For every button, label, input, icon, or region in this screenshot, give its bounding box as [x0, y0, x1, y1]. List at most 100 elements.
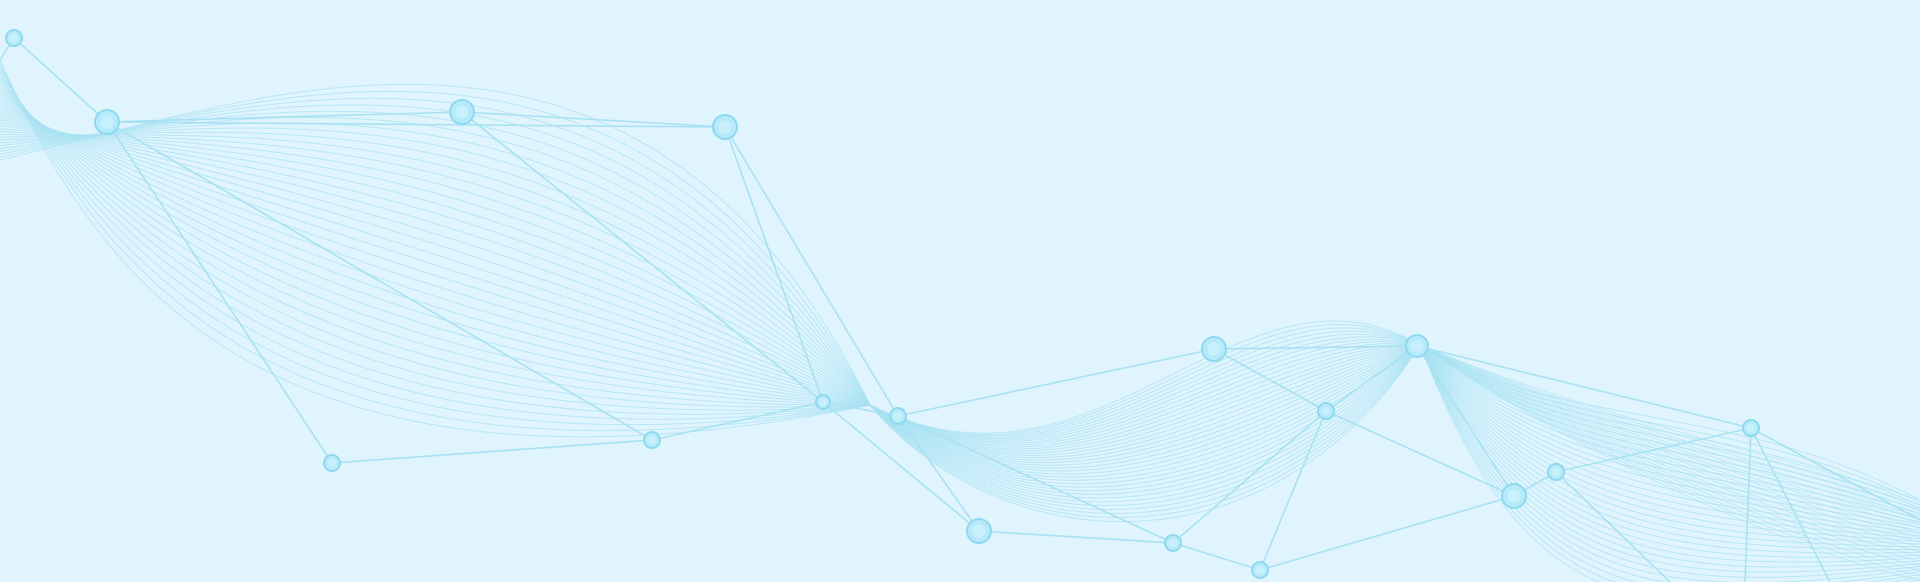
wave-line — [869, 344, 1421, 485]
wave-line — [0, 105, 871, 406]
network-node — [1501, 483, 1527, 509]
wave-line — [869, 320, 1421, 434]
wave-line — [1419, 344, 1920, 520]
wave-line — [0, 73, 871, 411]
wave-line — [1419, 344, 1920, 581]
network-node — [1317, 402, 1335, 420]
wave-line — [1419, 344, 1920, 554]
node-core — [1321, 406, 1331, 416]
network-node — [1405, 334, 1429, 358]
wave-line — [0, 68, 871, 420]
network-nodes — [5, 29, 1760, 579]
wave-line — [869, 344, 1421, 478]
network-link — [978, 530, 1174, 544]
network-node — [94, 109, 120, 135]
wave-line — [1419, 344, 1920, 501]
node-core — [100, 115, 114, 129]
wave-line — [869, 344, 1421, 495]
wave-line — [1419, 344, 1920, 537]
network-node — [889, 407, 907, 425]
wave-line — [1419, 344, 1920, 562]
wave-line — [869, 344, 1421, 514]
node-core — [9, 33, 19, 43]
wave-line — [869, 344, 1421, 499]
network-link — [1172, 410, 1327, 544]
network-link — [461, 111, 726, 128]
network-link — [1416, 345, 1752, 429]
wave-line — [0, 110, 871, 406]
wave-line — [869, 344, 1421, 523]
wave-line — [869, 333, 1421, 439]
wave-line — [1419, 344, 1920, 534]
wave-line — [869, 344, 1421, 492]
network-link — [724, 126, 824, 403]
network-link — [1555, 471, 1671, 582]
wave-line — [1419, 344, 1920, 525]
wave-line — [1419, 344, 1920, 510]
network-link — [331, 439, 653, 464]
wave-line — [1419, 344, 1920, 515]
wave-line — [869, 344, 1421, 469]
wave-line — [869, 344, 1421, 475]
wave-line — [1419, 344, 1920, 551]
wave-line — [1419, 344, 1920, 572]
wave-line — [869, 344, 1421, 472]
wave-line — [1419, 344, 1920, 567]
node-core — [1255, 565, 1265, 575]
network-node — [1164, 534, 1182, 552]
wave-line — [0, 82, 871, 406]
wave-line — [1419, 344, 1920, 512]
network-link — [1172, 542, 1261, 571]
wave-line — [869, 344, 1421, 481]
wave-line — [869, 344, 1421, 519]
wave-line — [1419, 344, 1920, 548]
network-node — [643, 431, 661, 449]
wave-line — [869, 339, 1421, 443]
wave-line — [1419, 344, 1920, 576]
network-node — [815, 394, 831, 410]
wave-line — [869, 341, 1421, 444]
wave-line — [869, 330, 1421, 438]
wave-line — [0, 108, 871, 406]
network-link — [1750, 427, 1920, 521]
wave-line — [0, 116, 871, 406]
node-core — [1551, 467, 1561, 477]
network-link — [822, 401, 980, 532]
wave-line — [1419, 344, 1920, 548]
wave-line — [0, 113, 871, 406]
wave-line — [1419, 344, 1920, 531]
node-core — [327, 458, 337, 468]
wave-line — [1419, 344, 1920, 515]
network-link — [1259, 495, 1515, 571]
network-link — [1744, 427, 1752, 582]
network-link — [1555, 427, 1752, 473]
network-link — [897, 415, 980, 532]
node-core — [893, 411, 903, 421]
network-link — [1750, 427, 1831, 582]
wave-line — [869, 344, 1421, 454]
wave-line — [0, 130, 871, 406]
network-link — [1325, 410, 1515, 497]
node-core — [1168, 538, 1178, 548]
wave-line — [0, 91, 871, 406]
wave-line — [1419, 344, 1920, 540]
network-link — [822, 401, 899, 417]
network-link — [1213, 345, 1418, 350]
node-core — [1207, 342, 1221, 356]
wave-line — [869, 344, 1421, 456]
wave-line — [869, 344, 1421, 466]
wave-line — [0, 128, 871, 406]
wave-line — [0, 71, 871, 415]
network-link — [1416, 345, 1515, 497]
network-node — [712, 114, 738, 140]
node-core — [718, 120, 732, 134]
wave-line — [869, 336, 1421, 441]
wave-line — [1419, 344, 1920, 529]
wave-line — [1419, 344, 1920, 582]
network-node — [5, 29, 23, 47]
node-core — [1746, 423, 1756, 433]
wave-line — [869, 344, 1421, 507]
node-core — [1410, 339, 1424, 353]
